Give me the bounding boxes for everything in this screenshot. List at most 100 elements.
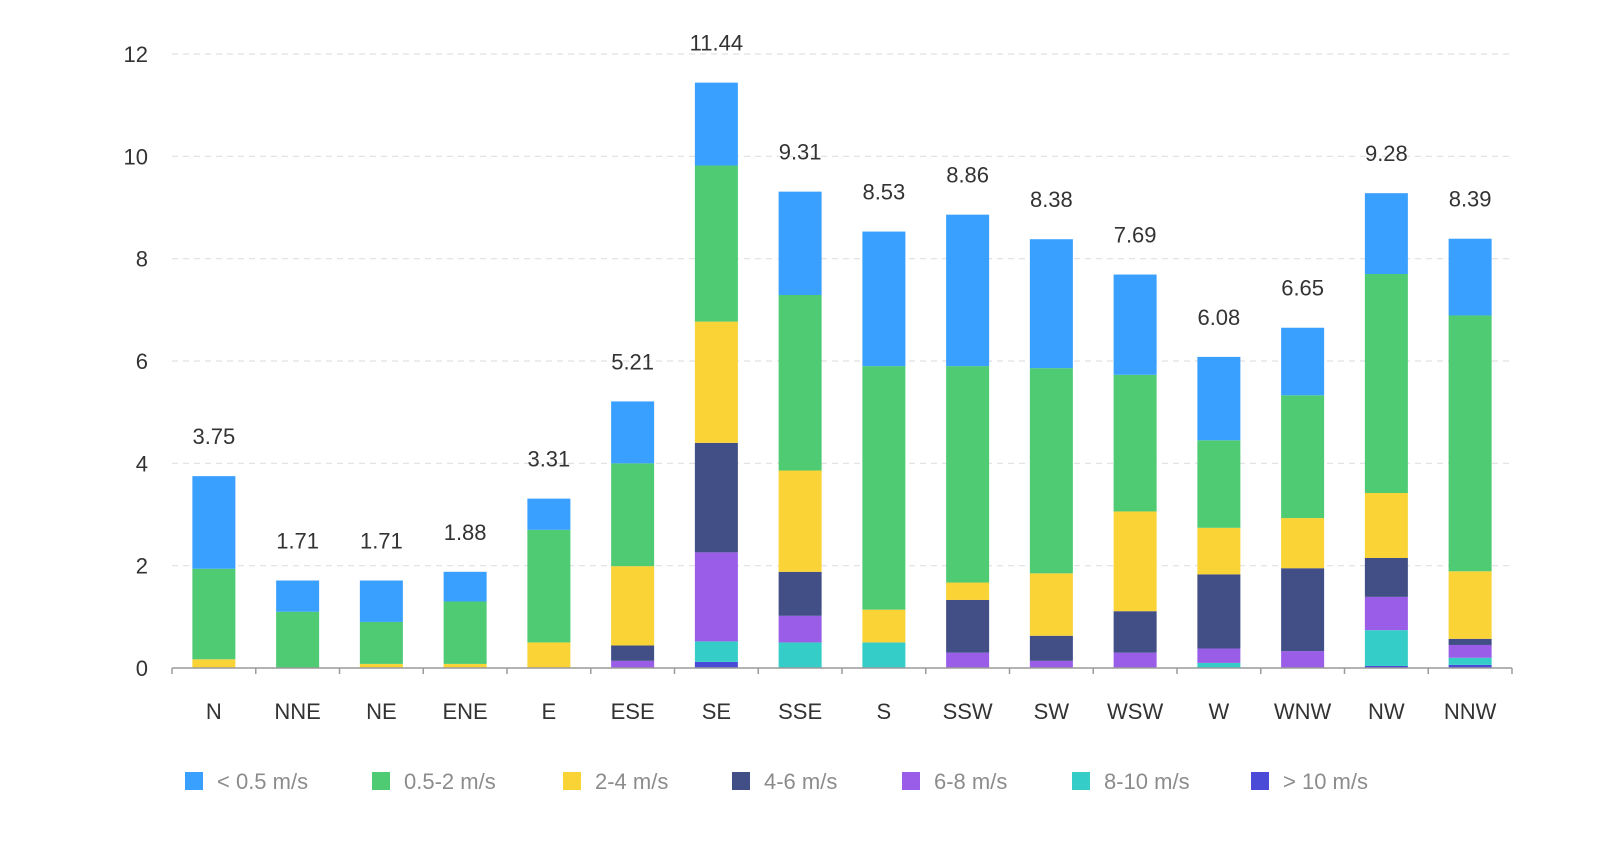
y-tick-label: 10 <box>124 144 148 169</box>
bar-segment[interactable] <box>1029 635 1073 661</box>
bar-segment[interactable] <box>1448 571 1492 639</box>
bar-segment[interactable] <box>694 552 738 642</box>
bar-stack-wsw <box>1113 274 1157 668</box>
bar-segment[interactable] <box>192 568 236 660</box>
bar-segment[interactable] <box>1197 356 1241 441</box>
bar-segment[interactable] <box>946 652 990 668</box>
bar-segment[interactable] <box>611 463 655 567</box>
bar-total-label: 1.71 <box>360 529 403 554</box>
bar-segment[interactable] <box>611 401 655 464</box>
bar-segment[interactable] <box>1448 238 1492 316</box>
bar-segment[interactable] <box>694 165 738 322</box>
bar-segment[interactable] <box>862 366 906 610</box>
bar-segment[interactable] <box>1448 664 1492 668</box>
bar-segment[interactable] <box>694 661 738 668</box>
bar-total-label: 3.31 <box>527 447 570 472</box>
y-tick-label: 8 <box>136 247 148 272</box>
bar-segment[interactable] <box>611 660 655 668</box>
legend[interactable]: < 0.5 m/s 0.5-2 m/s 2-4 m/s 4-6 m/s 6-8 m/s 8… <box>185 769 1368 794</box>
legend-item[interactable]: 6-8 m/s <box>902 769 1007 794</box>
bar-segment[interactable] <box>611 645 655 661</box>
bar-segment[interactable] <box>1448 644 1492 658</box>
bar-segment[interactable] <box>1197 440 1241 528</box>
y-tick-label: 12 <box>124 42 148 67</box>
bar-segment[interactable] <box>1448 638 1492 645</box>
bar-segment[interactable] <box>778 571 822 616</box>
bar-segment[interactable] <box>1281 651 1325 668</box>
bar-segment[interactable] <box>946 214 990 367</box>
bar-segment[interactable] <box>1113 274 1157 375</box>
bar-segment[interactable] <box>1113 511 1157 612</box>
bar-stack-ne <box>359 580 403 668</box>
bar-segment[interactable] <box>778 642 822 668</box>
bar-segment[interactable] <box>1364 274 1408 494</box>
bar-segment[interactable] <box>694 442 738 553</box>
y-axis-tick-labels: 0 2 4 6 8 10 12 <box>124 42 148 681</box>
bar-segment[interactable] <box>1364 557 1408 597</box>
bar-segment[interactable] <box>862 231 906 367</box>
bar-segment[interactable] <box>1364 493 1408 558</box>
bar-segment[interactable] <box>1113 652 1157 668</box>
legend-item[interactable]: 4-6 m/s <box>732 769 837 794</box>
bar-segment[interactable] <box>611 566 655 646</box>
bar-segment[interactable] <box>778 470 822 572</box>
bar-segment[interactable] <box>1448 315 1492 572</box>
bar-segment[interactable] <box>1281 518 1325 569</box>
bar-segment[interactable] <box>1197 648 1241 663</box>
bar-segment[interactable] <box>359 663 403 668</box>
legend-item[interactable]: 2-4 m/s <box>563 769 668 794</box>
bar-segment[interactable] <box>778 294 822 471</box>
bar-segment[interactable] <box>1113 611 1157 653</box>
legend-label: 8-10 m/s <box>1104 769 1190 794</box>
bar-segment[interactable] <box>778 615 822 643</box>
bar-segment[interactable] <box>1364 665 1408 668</box>
bar-segment[interactable] <box>1281 327 1325 396</box>
bar-segment[interactable] <box>1364 193 1408 275</box>
bar-segment[interactable] <box>527 498 571 530</box>
bar-segment[interactable] <box>443 571 487 602</box>
bar-segment[interactable] <box>192 659 236 668</box>
legend-item[interactable]: 8-10 m/s <box>1072 769 1190 794</box>
bar-segment[interactable] <box>694 321 738 443</box>
bar-segment[interactable] <box>443 601 487 664</box>
legend-item[interactable]: 0.5-2 m/s <box>372 769 496 794</box>
bar-segment[interactable] <box>359 621 403 664</box>
bar-segment[interactable] <box>1197 662 1241 668</box>
legend-label: 6-8 m/s <box>934 769 1007 794</box>
bar-segment[interactable] <box>1281 395 1325 519</box>
bar-segment[interactable] <box>778 191 822 295</box>
bar-segment[interactable] <box>1029 239 1073 369</box>
bar-segment[interactable] <box>946 582 990 600</box>
bar-segment[interactable] <box>1197 527 1241 575</box>
legend-swatch <box>732 772 750 790</box>
bar-segment[interactable] <box>862 609 906 643</box>
y-tick-label: 2 <box>136 554 148 579</box>
bar-total-label: 8.53 <box>862 180 905 205</box>
bar-segment[interactable] <box>1029 660 1073 668</box>
legend-item[interactable]: < 0.5 m/s <box>185 769 308 794</box>
bar-segment[interactable] <box>443 663 487 668</box>
bar-segment[interactable] <box>1113 374 1157 512</box>
bar-segment[interactable] <box>527 529 571 643</box>
bar-segment[interactable] <box>694 641 738 662</box>
bar-segment[interactable] <box>1448 657 1492 665</box>
bar-segment[interactable] <box>1197 574 1241 649</box>
bar-segment[interactable] <box>946 366 990 583</box>
bar-total-labels: 3.75 1.71 1.71 1.88 3.31 5.21 11.44 9.31 8.53 8.8… <box>192 31 1491 554</box>
bar-segment[interactable] <box>862 642 906 668</box>
bar-segment[interactable] <box>276 580 320 612</box>
legend-item[interactable]: > 10 m/s <box>1251 769 1368 794</box>
bar-segment[interactable] <box>276 611 320 668</box>
bar-segment[interactable] <box>192 476 236 569</box>
bar-segment[interactable] <box>946 599 990 653</box>
x-tick-label: S <box>877 699 892 724</box>
bar-segment[interactable] <box>1029 368 1073 574</box>
bar-segment[interactable] <box>1364 596 1408 631</box>
bar-segment[interactable] <box>1281 568 1325 652</box>
bar-segment[interactable] <box>1364 630 1408 666</box>
bar-segment[interactable] <box>359 580 403 622</box>
bar-segment[interactable] <box>527 642 571 668</box>
bar-segment[interactable] <box>1029 573 1073 636</box>
bar-segment[interactable] <box>694 82 738 166</box>
